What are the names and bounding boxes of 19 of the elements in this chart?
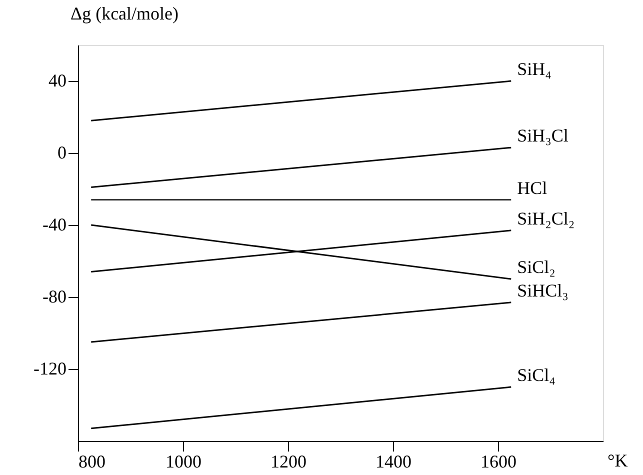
y-axis-title: Δg (kcal/mole)	[70, 4, 179, 24]
y-tick-label: 0	[58, 142, 66, 162]
series-label: SiH₂Cl₂	[517, 208, 575, 228]
x-tick-label: 800	[78, 452, 106, 472]
y-tick-label: -40	[42, 214, 66, 234]
series-label: SiCl₄	[517, 365, 556, 385]
x-tick-label: 1000	[166, 452, 202, 472]
x-axis-title: °K	[608, 450, 628, 470]
y-tick-label: -80	[42, 286, 66, 306]
series-label: HCl	[517, 178, 548, 198]
x-tick-label: 1400	[376, 452, 412, 472]
series-label: SiH₄	[517, 59, 552, 79]
series-label: SiHCl₃	[517, 280, 568, 300]
y-tick-label: -120	[34, 358, 66, 378]
x-tick-label: 1600	[480, 452, 516, 472]
y-tick-label: 40	[48, 70, 66, 90]
series-label: SiH₃Cl	[517, 126, 568, 146]
series-label: SiCl₂	[517, 257, 556, 277]
x-tick-label: 1200	[270, 452, 306, 472]
